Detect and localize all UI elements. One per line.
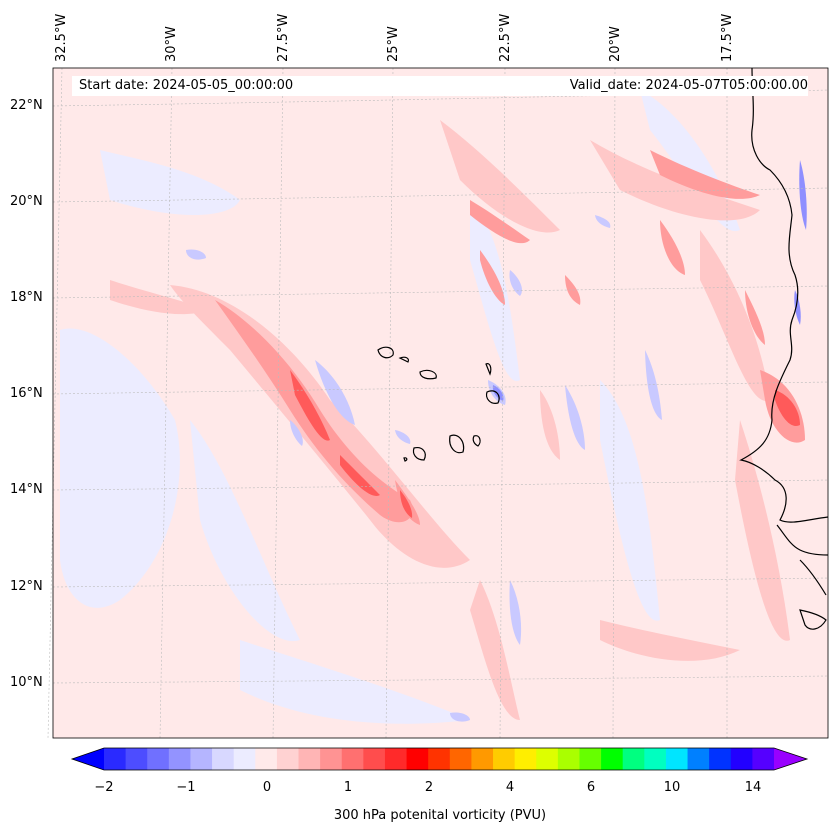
- colorbar-segment: [384, 748, 408, 770]
- colorbar-segment: [298, 748, 321, 770]
- colorbar-tick-14: 14: [744, 780, 762, 795]
- colorbar-segment: [709, 748, 732, 770]
- colorbar-tick-6: 6: [586, 780, 596, 795]
- colorbar-extend-min: [72, 748, 104, 770]
- map-frame: [52, 67, 829, 739]
- lon-label-22-5w: 22.5°W: [498, 13, 513, 62]
- colorbar-segment: [471, 748, 494, 770]
- pv-field: [53, 68, 828, 738]
- colorbar-tick-0: 0: [262, 780, 272, 795]
- colorbar-segment: [601, 748, 624, 770]
- colorbar-segment: [255, 748, 278, 770]
- colorbar-segment: [622, 748, 645, 770]
- lon-label-27-5w: 27.5°W: [276, 13, 291, 62]
- colorbar-segment: [168, 748, 191, 770]
- colorbar-segment: [536, 748, 559, 770]
- lat-label-12n: 12°N: [10, 579, 43, 594]
- colorbar-segment: [320, 748, 343, 770]
- colorbar-tick-neg1: −1: [176, 780, 196, 795]
- colorbar: [70, 747, 809, 771]
- colorbar-segment: [276, 748, 300, 770]
- colorbar-segment: [449, 748, 472, 770]
- valid-date-label: Valid_date: 2024-05-07T05:00:00.00: [569, 78, 808, 93]
- colorbar-segment: [341, 748, 364, 770]
- lon-label-32-5w: 32.5°W: [54, 13, 69, 62]
- colorbar-segment: [644, 748, 667, 770]
- colorbar-segment: [428, 748, 451, 770]
- colorbar-segment: [579, 748, 602, 770]
- lat-label-18n: 18°N: [10, 290, 43, 305]
- colorbar-outline: [70, 747, 809, 771]
- colorbar-label: 300 hPa potenital vorticity (PVU): [333, 808, 547, 823]
- colorbar-tick-2: 2: [424, 780, 434, 795]
- colorbar-tick-neg2: −2: [94, 780, 114, 795]
- lon-label-30w: 30°W: [164, 26, 179, 62]
- lon-label-25w: 25°W: [386, 26, 401, 62]
- colorbar-tick-4: 4: [505, 780, 515, 795]
- start-date-label: Start date: 2024-05-05_00:00:00: [79, 78, 294, 93]
- colorbar-segment: [687, 748, 710, 770]
- colorbar-segment: [233, 748, 256, 770]
- lon-label-20w: 20°W: [608, 26, 623, 62]
- colorbar-segment: [212, 748, 235, 770]
- coastlines: [377, 67, 829, 630]
- colorbar-segment: [665, 748, 689, 770]
- pv-minima: [186, 215, 662, 722]
- colorbar-segment: [125, 748, 148, 770]
- lat-label-14n: 14°N: [10, 482, 43, 497]
- colorbar-segment: [557, 748, 580, 770]
- lat-label-20n: 20°N: [10, 194, 43, 209]
- lat-label-10n: 10°N: [10, 675, 43, 690]
- colorbar-segment: [363, 748, 386, 770]
- lat-label-22n: 22°N: [10, 98, 43, 113]
- colorbar-tick-1: 1: [343, 780, 353, 795]
- lat-label-16n: 16°N: [10, 386, 43, 401]
- colorbar-extend-max: [774, 748, 807, 770]
- colorbar-segment: [752, 748, 775, 770]
- colorbar-tick-10: 10: [663, 780, 681, 795]
- info-box: [72, 76, 808, 96]
- colorbar-segment: [514, 748, 537, 770]
- colorbar-segment: [406, 748, 429, 770]
- colorbar-segment: [190, 748, 213, 770]
- pv-maxima: [290, 370, 800, 518]
- colorbar-segment: [730, 748, 753, 770]
- deep-pv-minima: [492, 160, 807, 401]
- colorbar-segment: [493, 748, 516, 770]
- colorbar-segment: [104, 748, 127, 770]
- colorbar-segment: [147, 748, 170, 770]
- lon-label-17-5w: 17.5°W: [720, 13, 735, 62]
